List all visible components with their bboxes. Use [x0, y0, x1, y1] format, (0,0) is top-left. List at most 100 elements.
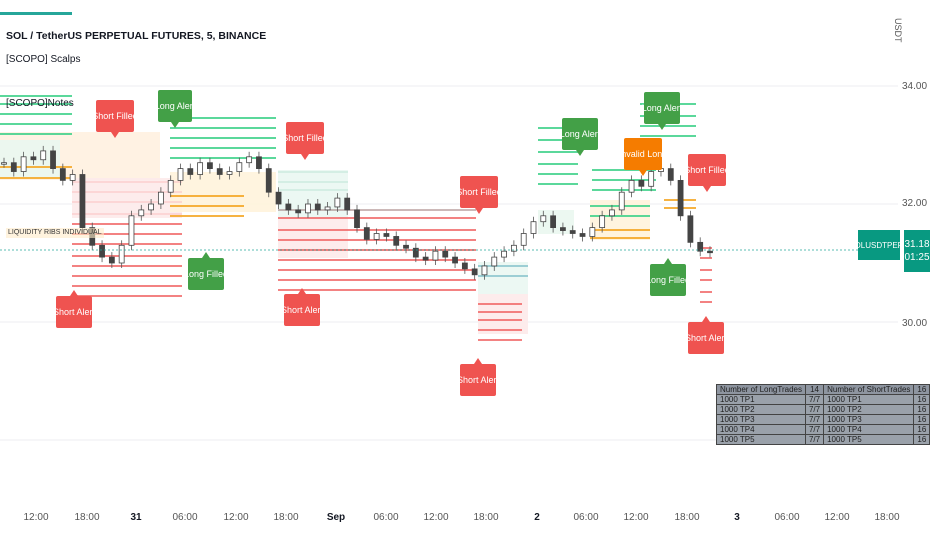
candle-body	[491, 256, 498, 267]
signal-label-pointer	[202, 252, 210, 258]
stats-header-row: Number of LongTrades 14 Number of ShortT…	[716, 384, 931, 395]
candle-body	[638, 179, 645, 187]
candle-body	[520, 233, 527, 246]
signal-label-box	[562, 118, 598, 150]
stats-row: 1000 TP5 7/7 1000 TP5 16	[716, 434, 931, 445]
signal-label-text: Long Alert	[642, 103, 683, 113]
signal-label-short: Short Filled	[282, 122, 328, 160]
x-tick: 12:00	[23, 512, 49, 523]
signal-label-box	[460, 364, 496, 396]
candle-body	[550, 215, 557, 229]
header-accent-bar	[0, 12, 72, 15]
candle-body	[20, 156, 27, 172]
indicator-scalps-label[interactable]: [SCOPO] Scalps	[6, 54, 81, 65]
signal-label-long: Long Filled	[184, 252, 228, 290]
signal-label-box	[650, 264, 686, 296]
stats-cell: 1000 TP5	[716, 434, 806, 445]
signal-label-pointer	[70, 290, 78, 296]
stats-cell: 1000 TP5	[823, 434, 915, 445]
signal-label-pointer	[475, 208, 483, 214]
candle-body	[687, 215, 694, 243]
candle-body	[69, 174, 76, 181]
level-zone	[0, 140, 60, 178]
candle-body	[256, 156, 262, 170]
signal-label-short: Short Filled	[684, 154, 730, 192]
candle-body	[118, 244, 125, 264]
price-axis-unit: USDT	[893, 18, 903, 43]
stats-cell: 1000 TP4	[716, 424, 806, 435]
signal-label-box	[56, 296, 92, 328]
stats-cell: 1000 TP3	[716, 414, 806, 425]
candle-body	[79, 174, 86, 228]
candle-body	[167, 179, 174, 193]
signal-label-text: Long Alert	[155, 101, 196, 111]
liquidity-note: LIQUIDITY RIBS INDIVIDUAL	[6, 228, 104, 238]
candle-body	[314, 203, 321, 211]
x-tick: 18:00	[273, 512, 299, 523]
signal-label-text: Long Filled	[646, 275, 690, 285]
candle-body	[108, 256, 115, 264]
indicator-notes-label[interactable]: [SCOPO]Notes	[6, 98, 74, 109]
stats-cell: 16	[913, 394, 931, 405]
signal-label-box	[460, 176, 498, 208]
candle-series	[1, 145, 713, 280]
candle-body	[677, 179, 684, 217]
level-zone	[278, 218, 348, 258]
candle-body	[530, 221, 537, 234]
candle-body	[560, 227, 566, 231]
signal-label-box	[188, 258, 224, 290]
x-tick: 12:00	[824, 512, 850, 523]
x-tick: 2	[534, 512, 540, 523]
candle-body	[589, 227, 596, 237]
signal-label-short: Short Alert	[53, 290, 96, 328]
x-tick: 12:00	[623, 512, 649, 523]
stats-cell: 7/7	[804, 434, 825, 445]
price-tag-price: 31.18	[904, 239, 930, 250]
signal-label-text: Invalid Long	[619, 149, 668, 159]
candle-body	[452, 256, 458, 264]
signal-label-pointer	[474, 358, 482, 364]
candle-body	[412, 247, 419, 258]
y-tick: 32.00	[902, 198, 928, 209]
candle-body	[697, 241, 704, 252]
stats-row: 1000 TP2 7/7 1000 TP2 16	[716, 404, 931, 415]
signal-label-text: Short Alert	[281, 305, 324, 315]
stats-header-cell: 14	[804, 384, 825, 395]
level-lines	[0, 95, 712, 341]
stats-cell: 7/7	[804, 394, 825, 405]
candle-body	[99, 244, 105, 258]
candle-body	[236, 162, 243, 172]
price-tag-value: 31.18 01:25	[904, 230, 930, 272]
candle-body	[618, 191, 625, 211]
candle-body	[295, 209, 302, 214]
price-tag-countdown: 01:25	[904, 252, 930, 263]
signal-label-pointer	[298, 288, 306, 294]
candle-body	[40, 150, 47, 161]
signal-label-box	[624, 138, 662, 170]
current-price-tag: SOLUSDTPERP 31.18 01:25	[849, 230, 932, 290]
stats-header-cell: Number of LongTrades	[716, 384, 806, 395]
stats-row: 1000 TP3 7/7 1000 TP3 16	[716, 414, 931, 425]
candle-body	[265, 168, 272, 193]
signal-label-short: Short Alert	[685, 316, 728, 354]
candle-body	[373, 233, 380, 240]
signal-labels: Short Filled Long Alert Short Filled Long F…	[53, 90, 730, 396]
candle-body	[226, 171, 233, 175]
stats-cell: 7/7	[804, 404, 825, 415]
level-zone	[72, 178, 182, 218]
stats-cell: 1000 TP3	[823, 414, 915, 425]
candle-body	[501, 250, 507, 258]
signal-label-text: Short Filled	[92, 111, 138, 121]
signal-label-pointer	[301, 154, 309, 160]
candle-body	[1, 162, 7, 165]
candle-body	[628, 179, 635, 193]
candle-body	[10, 162, 17, 172]
candle-body	[207, 162, 213, 169]
signal-label-long: Long Alert	[560, 118, 601, 156]
candle-body	[510, 244, 517, 252]
candle-body	[305, 203, 311, 214]
candle-body	[148, 203, 154, 211]
candle-body	[599, 215, 606, 229]
x-tick: 06:00	[774, 512, 800, 523]
